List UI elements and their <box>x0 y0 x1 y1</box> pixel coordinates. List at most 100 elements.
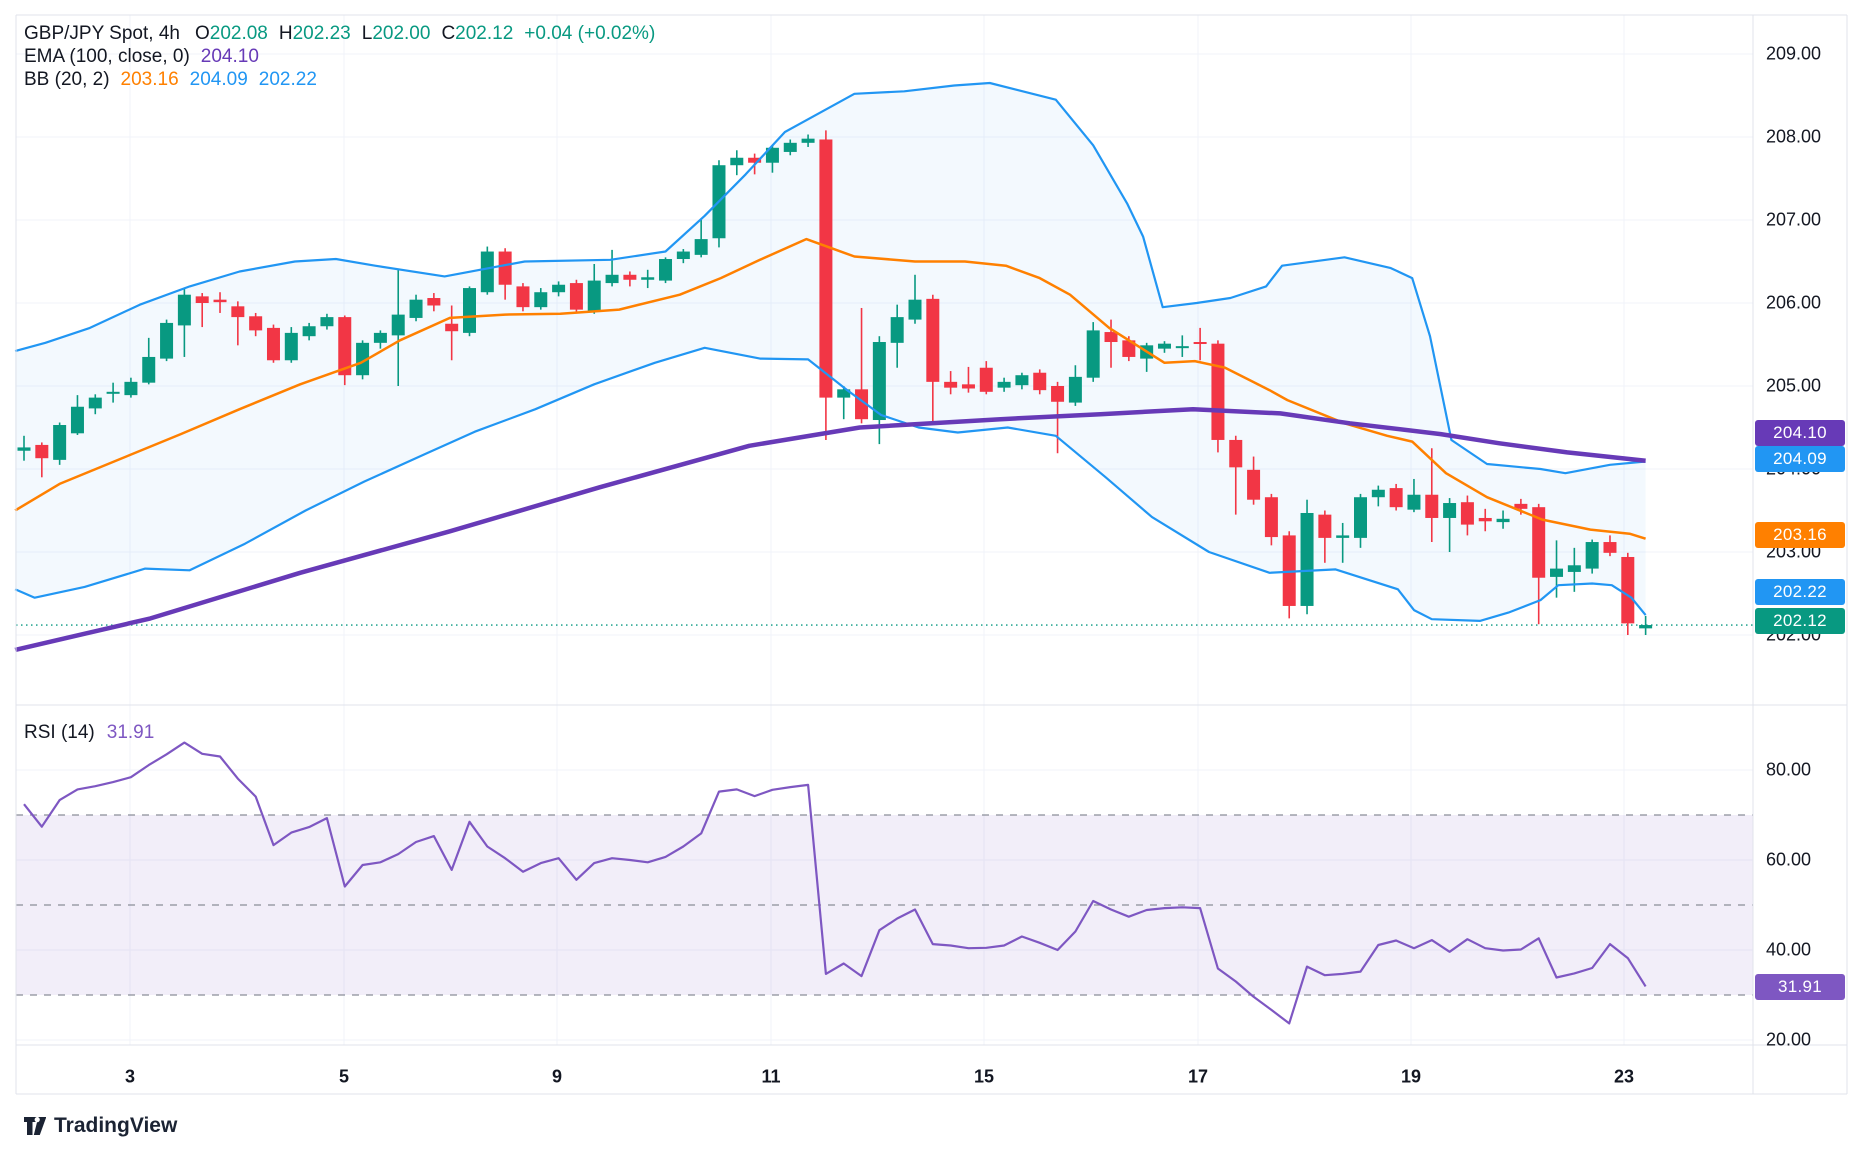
candle-body <box>641 277 655 280</box>
candle-body <box>1354 497 1367 538</box>
candle-body <box>979 367 993 392</box>
candle-body <box>356 342 370 376</box>
candle-body <box>1567 565 1581 572</box>
candle-body <box>391 314 405 336</box>
candle-body <box>1211 343 1225 440</box>
candle-body <box>1639 625 1653 629</box>
time-axis-label: 3 <box>124 1066 136 1087</box>
candle-body <box>1389 488 1403 508</box>
candle-body <box>498 251 512 285</box>
tradingview-logo-icon <box>24 1117 46 1135</box>
candle-body <box>890 317 904 343</box>
candle-body <box>1585 542 1599 569</box>
ema-legend-row[interactable]: EMA (100, close, 0) 204.10 <box>24 45 655 68</box>
symbol-title: GBP/JPY Spot, 4h <box>24 23 180 44</box>
candle-body <box>694 239 708 255</box>
candle-body <box>748 157 762 163</box>
time-axis-label: 11 <box>761 1066 781 1087</box>
candle-body <box>1033 372 1047 391</box>
ohlc-item: C202.12 <box>441 23 514 44</box>
bb-upper-line <box>14 81 1646 475</box>
candle-body <box>463 288 476 333</box>
candle-body <box>605 274 619 284</box>
candle-body <box>872 342 886 421</box>
candle-body <box>373 332 387 343</box>
candle-body <box>284 332 298 361</box>
candle-body <box>1532 507 1546 578</box>
candle-body <box>1443 503 1457 518</box>
candle-body <box>1193 342 1207 345</box>
candle-body <box>70 406 84 434</box>
candle-body <box>1514 503 1528 509</box>
candle-body <box>1550 568 1564 577</box>
candle-body <box>1371 489 1385 498</box>
ema-line <box>14 406 1646 653</box>
candle-body <box>142 356 156 383</box>
candle-body <box>480 251 494 293</box>
candle-body <box>997 381 1011 388</box>
candle-body <box>659 259 673 281</box>
price-axis-label: 208.00 <box>1766 126 1822 147</box>
rsi-axis-label: 40.00 <box>1766 939 1812 960</box>
candle-body <box>213 299 227 303</box>
price-axis-label: 205.00 <box>1766 375 1822 396</box>
change-value: +0.04 (+0.02%) <box>524 23 656 44</box>
symbol-legend-row[interactable]: GBP/JPY Spot, 4h O202.08 H202.23 L202.00 C2… <box>24 22 655 45</box>
bb-legend-value: 202.22 <box>258 69 317 90</box>
rsi-value-badge: 31.91 <box>1755 974 1845 1000</box>
chart-legend: GBP/JPY Spot, 4h O202.08 H202.23 L202.00 C2… <box>24 22 655 91</box>
price-axis-label: 207.00 <box>1766 209 1822 230</box>
candle-body <box>676 251 690 260</box>
candle-body <box>765 147 779 163</box>
candle-body <box>249 316 263 331</box>
bb-legend-row[interactable]: BB (20, 2) 203.16 204.09 202.22 <box>24 68 655 91</box>
candlestick-series[interactable] <box>17 130 1653 635</box>
candle-body <box>1407 494 1421 510</box>
rsi-axis-label: 80.00 <box>1766 759 1812 780</box>
candle-body <box>534 292 548 308</box>
candle-body <box>1300 512 1314 606</box>
candle-body <box>1318 514 1332 538</box>
tradingview-logo[interactable]: TradingView <box>24 1114 177 1138</box>
time-axis-label: 9 <box>551 1066 563 1087</box>
candle-body <box>730 157 744 166</box>
candle-body <box>35 444 49 459</box>
ema-legend-value: 204.10 <box>200 46 259 67</box>
rsi-legend-label: RSI (14) <box>24 722 95 743</box>
last-price-badge: 202.12 <box>1755 608 1845 634</box>
candle-body <box>1086 330 1100 378</box>
candle-body <box>106 391 120 394</box>
candle-body <box>1229 439 1243 468</box>
bb-legend-value: 204.09 <box>189 69 248 90</box>
bb-legend-label: BB (20, 2) <box>24 69 110 90</box>
candle-body <box>569 283 583 310</box>
candle-body <box>1247 469 1261 500</box>
candle-body <box>819 139 833 398</box>
candle-body <box>1478 517 1492 522</box>
candle-body <box>1621 556 1635 624</box>
candle-body <box>302 326 316 337</box>
candle-body <box>160 322 174 359</box>
candle-body <box>1336 535 1350 538</box>
candle-body <box>320 317 334 327</box>
time-axis-label: 15 <box>973 1066 995 1087</box>
time-axis-label: 5 <box>338 1066 350 1087</box>
candle-body <box>1015 375 1029 386</box>
candle-body <box>855 389 869 420</box>
bb-lower-line <box>14 346 1647 622</box>
candle-body <box>837 389 851 398</box>
candle-body <box>1282 535 1296 606</box>
candle-body <box>266 327 280 361</box>
rsi-legend-row[interactable]: RSI (14) 31.91 <box>24 722 154 744</box>
candle-body <box>231 306 245 318</box>
candle-body <box>17 447 31 451</box>
candle-body <box>1264 497 1278 538</box>
candle-body <box>1603 542 1617 553</box>
candle-body <box>445 323 459 332</box>
bb-legend-value: 203.16 <box>120 69 179 90</box>
candle-body <box>1104 332 1118 343</box>
candle-body <box>1122 340 1136 357</box>
candle-body <box>53 425 67 460</box>
